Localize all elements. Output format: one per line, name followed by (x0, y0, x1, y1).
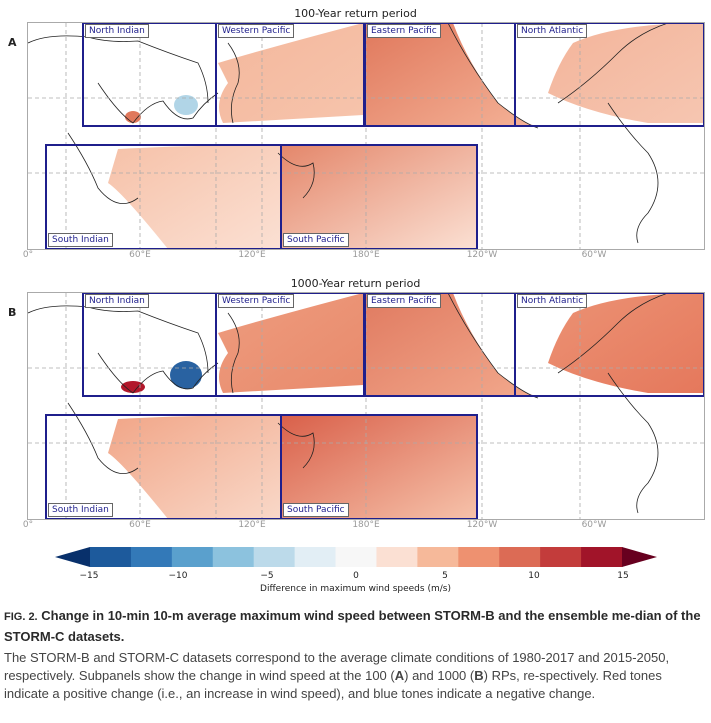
heat-south-indian (108, 145, 280, 249)
colorbar-tick-label: 15 (617, 571, 629, 581)
colorbar-segment (581, 547, 623, 567)
colorbar-arrow-left (55, 547, 90, 567)
coastline (557, 293, 669, 374)
colorbar-segment (499, 547, 541, 567)
coastline (277, 422, 315, 469)
coastline (607, 102, 659, 244)
colorbar-label: Difference in maximum wind speeds (m/s) (260, 584, 451, 594)
caption-text: ) RPs, re-spectively. Red tones indicate… (4, 668, 662, 701)
region-label-eastern-pacific: Eastern Pacific (367, 24, 441, 38)
coastline (28, 35, 209, 104)
colorbar-tick-label: −5 (260, 571, 274, 581)
map-a: North Indian Western Pacific Eastern Pacif… (23, 22, 705, 260)
region-label-eastern-pacific: Eastern Pacific (367, 294, 441, 308)
coastline (97, 352, 219, 394)
figure-caption-title: FIG. 2. Change in 10-min 10-m average ma… (4, 606, 704, 647)
colorbar-tick-label: 10 (528, 571, 540, 581)
lon-tick-label: 120°E (238, 520, 266, 530)
colorbar-segment (417, 547, 459, 567)
colorbar-arrow-right (622, 547, 657, 567)
colorbar-segment (90, 547, 132, 567)
lon-tick-label: 60°W (581, 520, 607, 530)
heat-spot-bay-of-bengal (170, 361, 202, 389)
coastline (447, 293, 539, 399)
region-box (514, 293, 704, 397)
region-label-south-indian: South Indian (48, 233, 113, 247)
figure-title: Change in 10-min 10-m average maximum wi… (4, 608, 701, 644)
region-label-western-pacific: Western Pacific (218, 24, 295, 38)
heat-north-atlantic (548, 23, 704, 123)
region-box (514, 23, 704, 127)
lon-tick-label: 0° (22, 520, 34, 530)
heat-spot-bay-of-bengal (174, 95, 198, 115)
coastline (557, 23, 669, 104)
region-label-north-indian: North Indian (85, 24, 149, 38)
caption-text: ) and 1000 ( (404, 668, 475, 683)
caption-text: The STORM-B and STORM-C datasets corresp… (4, 650, 670, 683)
lon-tick-label: 0° (22, 250, 34, 260)
region-label-south-pacific: South Pacific (283, 233, 349, 247)
coastline (607, 372, 659, 514)
region-label-western-pacific: Western Pacific (218, 294, 295, 308)
region-label-north-indian: North Indian (85, 294, 149, 308)
coastline (97, 82, 219, 124)
coastline (227, 312, 240, 394)
colorbar-segment (294, 547, 337, 567)
colorbar-segment (376, 547, 418, 567)
caption-bold-b: B (474, 668, 484, 683)
lon-tick-label: 120°W (466, 250, 498, 260)
region-label-south-indian: South Indian (48, 503, 113, 517)
panel-letter-b: B (8, 306, 17, 319)
colorbar-segment (335, 547, 377, 567)
colorbar-tick-label: −15 (79, 571, 99, 581)
heat-south-pacific (282, 415, 476, 519)
lon-tick-label: 60°W (581, 250, 607, 260)
region-label-north-atlantic: North Atlantic (517, 294, 588, 308)
colorbar-tick-label: 5 (442, 571, 448, 581)
lon-tick-label: 180°E (352, 250, 380, 260)
coastline (28, 305, 209, 374)
coastline (447, 23, 539, 129)
caption-bold-a: A (394, 668, 405, 683)
heat-spot-arabian-sea (121, 381, 145, 393)
heat-eastern-pacific (365, 293, 533, 395)
colorbar-segment (458, 547, 500, 567)
heat-eastern-pacific (365, 23, 533, 125)
coastline (227, 42, 240, 124)
lon-tick-label: 180°E (352, 520, 380, 530)
coastline (67, 132, 139, 205)
panel-letter-a: A (8, 36, 17, 49)
coastline (277, 152, 315, 199)
lon-tick-label: 120°E (238, 250, 266, 260)
lon-tick-label: 60°E (129, 250, 151, 260)
panel-title-a: 100-Year return period (294, 7, 417, 20)
colorbar-tick-label: −10 (168, 571, 188, 581)
heat-western-pacific (218, 23, 363, 123)
figure-caption-body: The STORM-B and STORM-C datasets corresp… (4, 649, 704, 703)
figure-label: FIG. 2. (4, 611, 38, 623)
region-box (280, 144, 478, 249)
lon-tick-label: 60°E (129, 520, 151, 530)
coastline (67, 402, 139, 475)
colorbar-segment (253, 547, 296, 567)
heat-spot-arabian-sea (125, 111, 141, 123)
heat-western-pacific (218, 293, 363, 393)
region-label-north-atlantic: North Atlantic (517, 24, 588, 38)
region-label-south-pacific: South Pacific (283, 503, 349, 517)
colorbar-segment (212, 547, 255, 567)
colorbar-segment (130, 547, 173, 567)
heat-south-pacific (282, 145, 476, 249)
colorbar-segment (171, 547, 214, 567)
heat-north-atlantic (548, 293, 704, 393)
lon-tick-label: 120°W (466, 520, 498, 530)
colorbar-bar (55, 547, 657, 567)
panel-title-b: 1000-Year return period (290, 277, 421, 290)
region-box (82, 23, 217, 127)
region-box (280, 414, 478, 519)
colorbar-segment (540, 547, 582, 567)
heat-south-indian (108, 415, 280, 519)
map-b: North Indian Western Pacific Eastern Pacif… (23, 292, 705, 530)
colorbar-tick-label: 0 (353, 571, 359, 581)
